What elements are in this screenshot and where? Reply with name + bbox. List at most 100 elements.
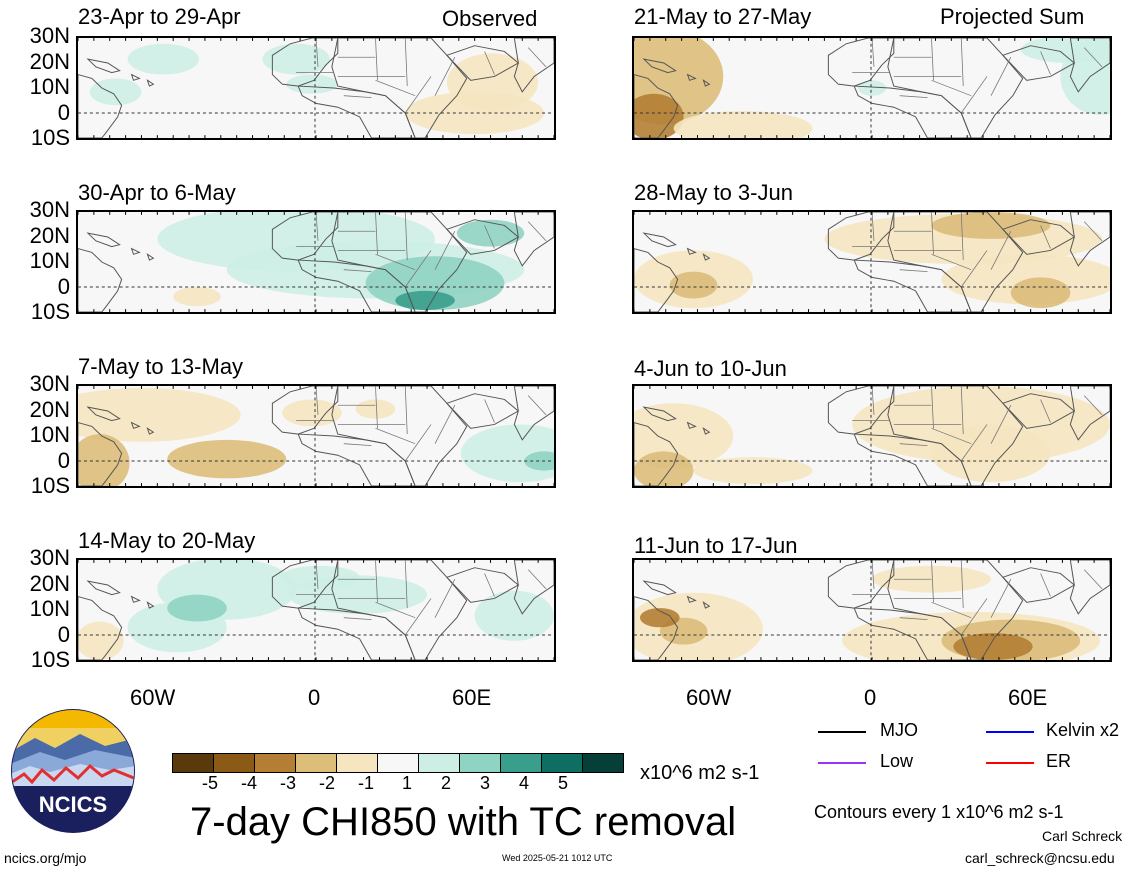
anomaly-region: [639, 608, 680, 628]
anomaly-region: [474, 590, 554, 641]
map-panel: [632, 210, 1112, 314]
coastline: [297, 85, 416, 138]
legend-label-kelvin: Kelvin x2: [1046, 720, 1120, 740]
map-panel: [632, 558, 1112, 662]
email: carl_schreck@ncsu.edu: [965, 850, 1115, 866]
panel-title: 4-Jun to 10-Jun: [634, 356, 787, 381]
colorbar-tick-label: -5: [202, 773, 219, 793]
country-border: [404, 38, 408, 87]
latitude-label: 30N: [29, 23, 70, 48]
country-border: [404, 76, 432, 114]
country-border: [404, 560, 408, 609]
country-border: [899, 95, 928, 98]
country-border: [404, 212, 408, 261]
country-border: [931, 386, 934, 429]
anomaly-region: [167, 594, 227, 622]
coastline: [634, 422, 679, 486]
coastline: [1069, 386, 1110, 441]
lon-label-0: 0: [864, 685, 877, 710]
coastline: [86, 58, 121, 74]
country-border: [315, 560, 319, 589]
country-border: [990, 579, 1012, 618]
latitude-label: 10S: [30, 125, 70, 150]
coastline: [827, 212, 895, 261]
country-border: [960, 424, 988, 462]
country-border: [375, 560, 378, 603]
country-border: [871, 560, 875, 589]
country-border: [315, 212, 319, 241]
colorbar-tick-label: -1: [358, 773, 375, 793]
anomaly-region: [524, 451, 554, 471]
anomaly-region: [405, 91, 545, 135]
observed-label: Observed: [442, 6, 538, 31]
country-border: [960, 560, 964, 609]
panel-title: 14-May to 20-May: [78, 528, 256, 553]
legend-label-low: Low: [880, 751, 914, 771]
latitude-label: 20N: [29, 222, 70, 248]
country-border: [960, 250, 988, 288]
contours-note: Contours every 1 x10^6 m2 s-1: [814, 802, 1064, 822]
map-svg: [78, 560, 554, 660]
colorbar-units: x10^6 m2 s-1: [640, 762, 760, 784]
lon-label-60e: 60E: [452, 685, 492, 710]
latitude-label: 0: [57, 621, 70, 647]
latitude-label: 10S: [30, 299, 70, 324]
legend-line-er: [986, 762, 1034, 764]
ncics-logo: NCICS: [10, 708, 136, 834]
map-panel: [76, 558, 556, 662]
country-border: [375, 212, 378, 255]
country-border: [375, 427, 416, 445]
country-border: [1040, 51, 1051, 75]
country-border: [960, 38, 964, 87]
panel-title: 7-May to 13-May: [78, 354, 244, 379]
colorbar-tick-label: 2: [441, 773, 452, 793]
projected-sum-label: Projected Sum: [940, 4, 1085, 29]
anomaly-region: [931, 424, 1051, 483]
country-border: [1083, 395, 1103, 416]
map-svg: [634, 212, 1110, 312]
legend-line-mjo: [818, 731, 866, 733]
country-border: [931, 601, 972, 619]
colorbar-swatch: [336, 753, 378, 773]
map-svg: [634, 386, 1110, 486]
main-title: 7-day CHI850 with TC removal: [190, 800, 737, 844]
colorbar-swatch: [213, 753, 255, 773]
coastline: [271, 386, 339, 435]
coastline: [686, 595, 697, 603]
country-border: [375, 79, 416, 97]
author: Carl Schreck: [1042, 828, 1123, 844]
coastline: [271, 38, 339, 87]
country-border: [404, 598, 432, 636]
coastline: [887, 38, 1024, 138]
country-border: [990, 231, 1012, 270]
coastline: [297, 433, 416, 486]
colorbar-tick-label: -4: [241, 773, 258, 793]
country-border: [899, 617, 928, 620]
country-border: [931, 253, 972, 271]
panel-title: 11-Jun to 17-Jun: [634, 533, 798, 558]
coastline: [146, 253, 155, 261]
legend-line-kelvin: [986, 731, 1034, 733]
anomaly-region: [456, 219, 525, 247]
country-border: [343, 95, 372, 98]
panel-title: 30-Apr to 6-May: [78, 180, 236, 205]
lon-label-60e: 60E: [1008, 685, 1048, 710]
coastline: [827, 560, 895, 609]
latitude-label: 10S: [30, 473, 70, 498]
colorbar-swatch: [172, 753, 214, 773]
anomaly-region: [634, 93, 684, 138]
country-border: [343, 617, 372, 620]
coastline: [513, 560, 554, 615]
map-svg: [78, 386, 554, 486]
panel-title: 21-May to 27-May: [634, 4, 812, 29]
anomaly-region: [167, 439, 287, 479]
country-border: [871, 386, 875, 415]
latitude-label: 0: [57, 99, 70, 125]
latitude-label: 0: [57, 273, 70, 299]
country-border: [990, 57, 1012, 96]
country-border: [1040, 573, 1051, 597]
coastline: [130, 73, 141, 81]
map-svg: [634, 560, 1110, 660]
country-border: [960, 76, 988, 114]
map-svg: [634, 38, 1110, 138]
